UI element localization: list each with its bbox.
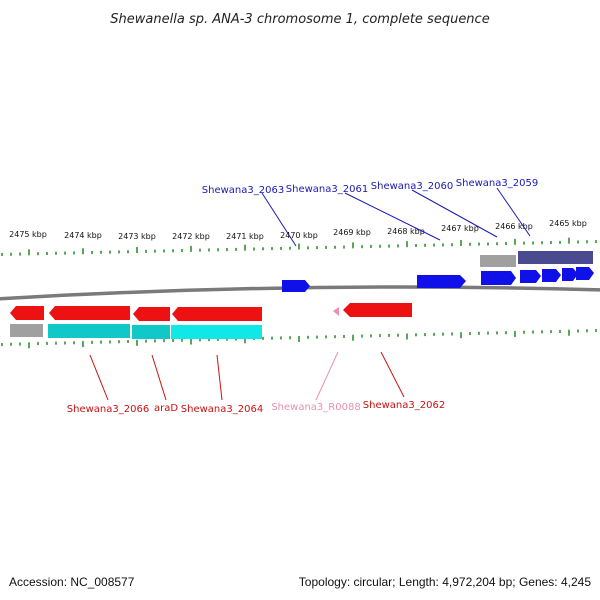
scale-labels: 2475 kbp 2474 kbp 2473 kbp 2472 kbp 2471… — [9, 219, 587, 241]
gene-shewana3-r0088[interactable] — [333, 307, 339, 316]
gene-labels: Shewana3_2063 Shewana3_2061 Shewana3_206… — [67, 178, 538, 415]
gene-shewana3-2065[interactable] — [133, 307, 170, 321]
gene-shewana3-2061[interactable] — [417, 275, 466, 288]
scale-label: 2465 kbp — [549, 219, 587, 228]
leader-line — [151, 354, 167, 401]
gene-label[interactable]: Shewana3_2064 — [181, 404, 263, 415]
cds-shewana3-2065 — [132, 325, 170, 339]
gene-shewana3-2060[interactable] — [481, 271, 516, 285]
gene-shewana3-2059d[interactable] — [576, 267, 594, 280]
leader-line — [496, 187, 531, 237]
scale-label: 2473 kbp — [118, 232, 156, 241]
leader-line — [380, 351, 405, 398]
gene-label[interactable]: Shewana3_2061 — [286, 184, 368, 195]
gray-feature — [10, 324, 43, 337]
scale-ticks-top — [1, 237, 597, 256]
scale-label: 2469 kbp — [333, 228, 371, 237]
scale-label: 2474 kbp — [64, 231, 102, 240]
gene-label[interactable]: Shewana3_2062 — [363, 400, 445, 411]
gene-label[interactable]: Shewana3_2066 — [67, 404, 149, 415]
gene-label[interactable]: Shewana3_R0088 — [271, 402, 360, 413]
scale-label: 2470 kbp — [280, 231, 318, 240]
gene-shewana3-2059b[interactable] — [542, 269, 561, 282]
leader-line — [261, 192, 297, 247]
scale-label: 2466 kbp — [495, 222, 533, 231]
gray-feature — [480, 255, 516, 267]
gene-shewana3-2062[interactable] — [343, 303, 412, 317]
leader-line — [315, 351, 339, 401]
scale-ticks-bottom — [1, 329, 597, 349]
scale-label: 2475 kbp — [9, 230, 47, 239]
gene-label[interactable]: Shewana3_2059 — [456, 178, 538, 189]
scale-label: 2467 kbp — [441, 224, 479, 233]
cds-arad — [48, 324, 130, 338]
cds-shewana3-2059 — [518, 251, 593, 264]
leader-line — [344, 192, 441, 241]
scale-label: 2472 kbp — [172, 232, 210, 241]
forward-features — [282, 251, 594, 292]
gene-shewana3-2066[interactable] — [10, 306, 44, 320]
gene-shewana3-2059a[interactable] — [520, 270, 541, 283]
gene-shewana3-2059c[interactable] — [562, 268, 578, 281]
gene-label[interactable]: Shewana3_2060 — [371, 181, 453, 192]
reverse-features — [10, 303, 412, 339]
leader-lines — [89, 187, 531, 401]
gene-arad[interactable] — [49, 306, 130, 320]
gene-label[interactable]: Shewana3_2063 — [202, 185, 284, 196]
leader-line — [89, 354, 109, 401]
leader-line — [216, 354, 223, 401]
scale-label: 2468 kbp — [387, 227, 425, 236]
cds-shewana3-2064 — [171, 325, 262, 339]
gene-shewana3-2063[interactable] — [282, 280, 310, 292]
topology-text: Topology: circular; Length: 4,972,204 bp… — [299, 575, 592, 589]
gene-label[interactable]: araD — [154, 403, 178, 414]
map-title: Shewanella sp. ANA-3 chromosome 1, compl… — [110, 12, 489, 27]
leader-line — [411, 189, 498, 238]
gene-shewana3-2064[interactable] — [172, 307, 262, 321]
accession-text: Accession: NC_008577 — [9, 575, 135, 589]
scale-label: 2471 kbp — [226, 232, 264, 241]
